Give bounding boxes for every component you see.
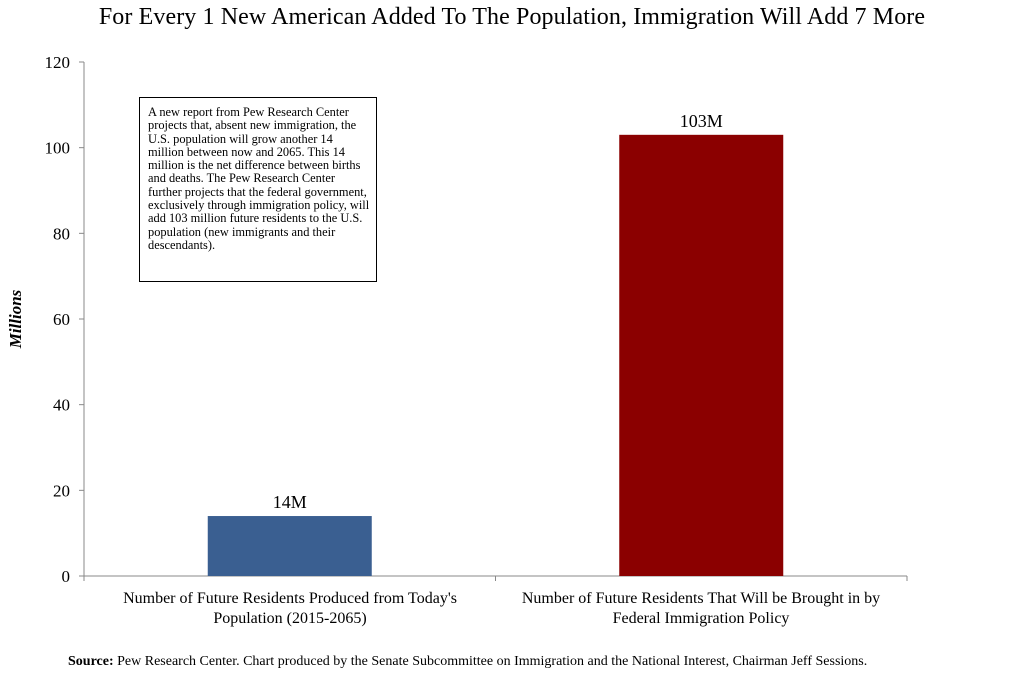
category-label-1: Number of Future Residents Produced from… <box>123 590 457 627</box>
y-tick-label: 40 <box>53 396 70 415</box>
category-label-2: Number of Future Residents That Will be … <box>521 590 881 627</box>
source-label: Source: <box>68 654 114 669</box>
y-tick-label: 20 <box>53 481 70 500</box>
data-label-1: 14M <box>273 492 307 512</box>
y-tick-label: 80 <box>53 224 70 243</box>
chart-title: For Every 1 New American Added To The Po… <box>98 4 926 30</box>
y-tick-label: 60 <box>53 310 70 329</box>
y-tick-label: 120 <box>45 53 71 72</box>
source-text: Pew Research Center. Chart produced by t… <box>117 654 868 669</box>
y-tick-label: 100 <box>45 139 71 158</box>
y-tick-label: 0 <box>62 567 71 586</box>
annotation-box: A new report from Pew Research Center pr… <box>139 97 377 282</box>
source-note: Source: Pew Research Center. Chart produ… <box>68 653 908 670</box>
bar-2 <box>619 134 784 577</box>
bar-1 <box>207 516 372 576</box>
y-axis-label: Millions <box>6 289 25 349</box>
data-label-2: 103M <box>680 111 723 131</box>
